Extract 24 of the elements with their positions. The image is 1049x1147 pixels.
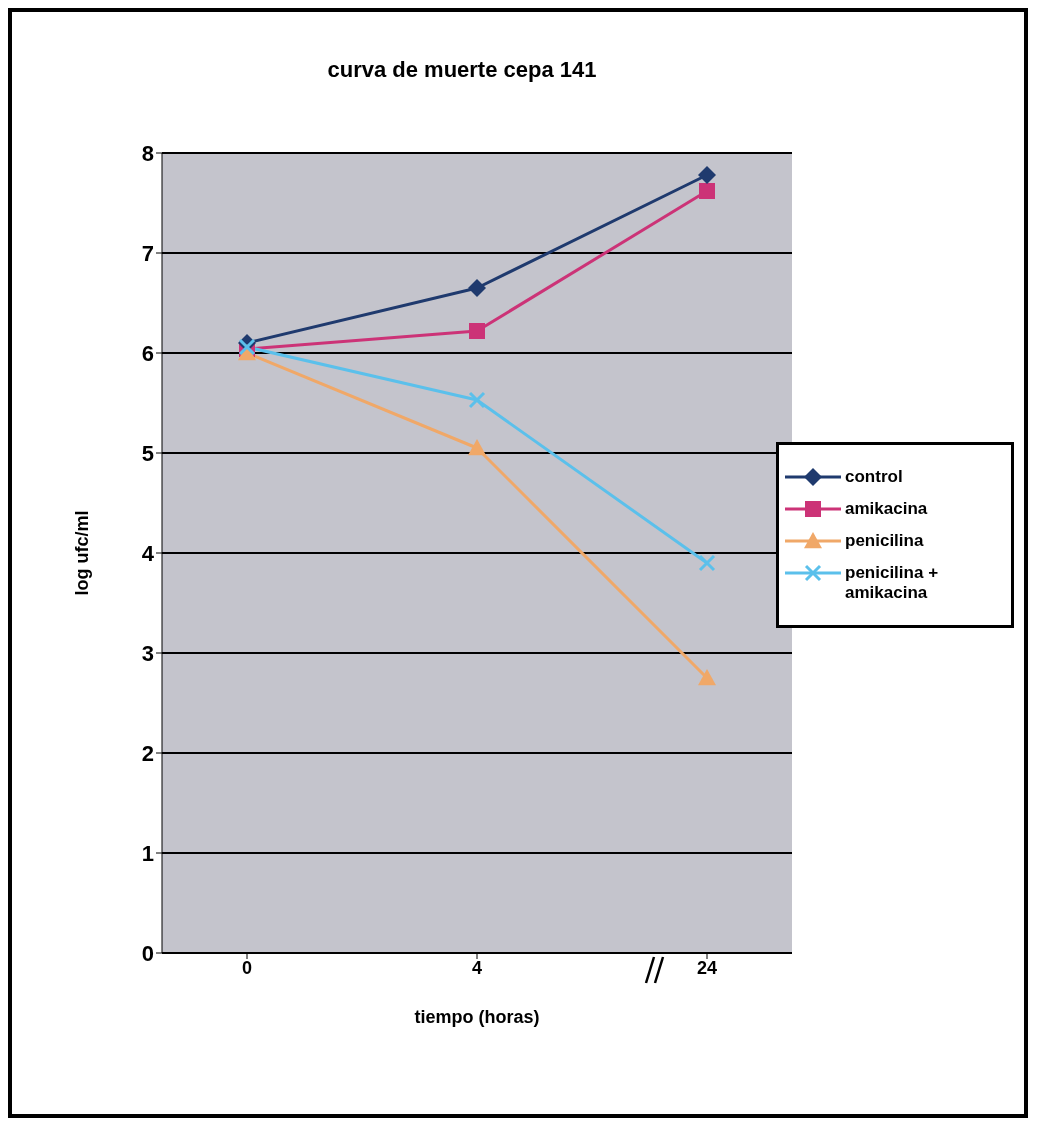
y-tick-label: 8 (141, 140, 154, 166)
y-tick-label: 1 (141, 840, 154, 866)
y-tick-label: 7 (141, 240, 154, 266)
y-axis-title: log ufc/ml (72, 510, 93, 596)
legend-label: penicilina (845, 531, 924, 551)
legend-label: penicilina + amikacina (845, 563, 940, 603)
point (469, 323, 485, 339)
y-tick-label: 2 (141, 740, 154, 766)
y-tick-label: 6 (141, 340, 154, 366)
y-tick-label: 3 (141, 640, 154, 666)
legend-label: control (845, 467, 903, 487)
point (468, 439, 486, 456)
x-tick-label: 24 (696, 957, 718, 978)
point (699, 183, 715, 199)
x-tick-label: 0 (241, 957, 253, 978)
y-tick-label: 5 (141, 440, 154, 466)
point (698, 669, 716, 686)
point (698, 166, 716, 184)
chart-title: curva de muerte cepa 141 (326, 57, 598, 83)
x-tick-label: 4 (471, 957, 483, 978)
legend-label: amikacina (845, 499, 928, 519)
y-tick-label: 4 (141, 540, 155, 566)
x-axis-title: tiempo (horas) (414, 1007, 540, 1027)
point (468, 279, 486, 297)
